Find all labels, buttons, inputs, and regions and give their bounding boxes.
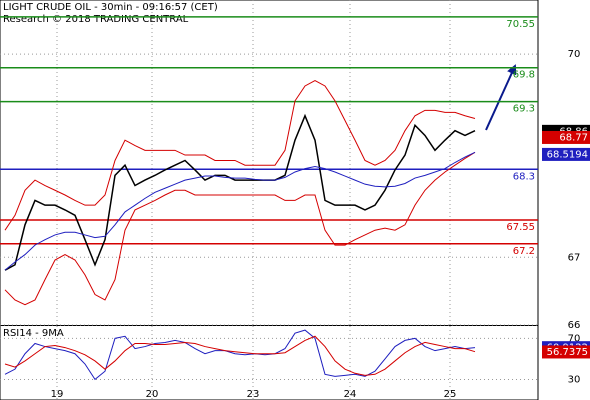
last-value-box: [542, 130, 590, 144]
x-tick-label: 19: [51, 389, 64, 400]
x-tick-label: 23: [247, 389, 260, 400]
last-value-label: 56.7375: [547, 347, 588, 358]
series-line: [4, 335, 476, 376]
level-label: 69.3: [513, 104, 535, 115]
level-label: 68.3: [513, 171, 535, 182]
level-label: 69.8: [513, 70, 535, 81]
x-tick-label: 24: [344, 389, 357, 400]
level-label: 70.55: [506, 19, 535, 30]
y-tick-label: 70: [568, 49, 581, 60]
series-line: [4, 80, 476, 231]
y-tick-label: 66: [568, 320, 581, 331]
y-tick-label: 30: [568, 374, 581, 385]
frame: [0, 0, 539, 400]
level-label: 67.2: [513, 246, 535, 257]
series-line: [4, 151, 476, 306]
y-tick-label: 67: [568, 252, 581, 263]
last-value-label: 68.5194: [547, 149, 588, 160]
last-value-box: [542, 345, 590, 359]
chart-title: LIGHT CRUDE OIL - 30min - 09:16:57 (CET): [3, 2, 218, 13]
chart-subtitle: Research © 2018 TRADING CENTRAL: [3, 14, 189, 25]
x-tick-label: 25: [444, 389, 457, 400]
series-line: [4, 329, 476, 381]
x-tick-label: 20: [146, 389, 159, 400]
last-value-label: 68.77: [559, 132, 588, 143]
projection-arrow: [485, 64, 517, 131]
series-line: [4, 113, 476, 271]
level-label: 67.55: [506, 222, 535, 233]
series-line: [4, 151, 476, 271]
rsi-title: RSI14 - 9MA: [3, 328, 64, 339]
y-tick-label: 70: [568, 333, 581, 344]
last-value-box: [542, 147, 590, 161]
